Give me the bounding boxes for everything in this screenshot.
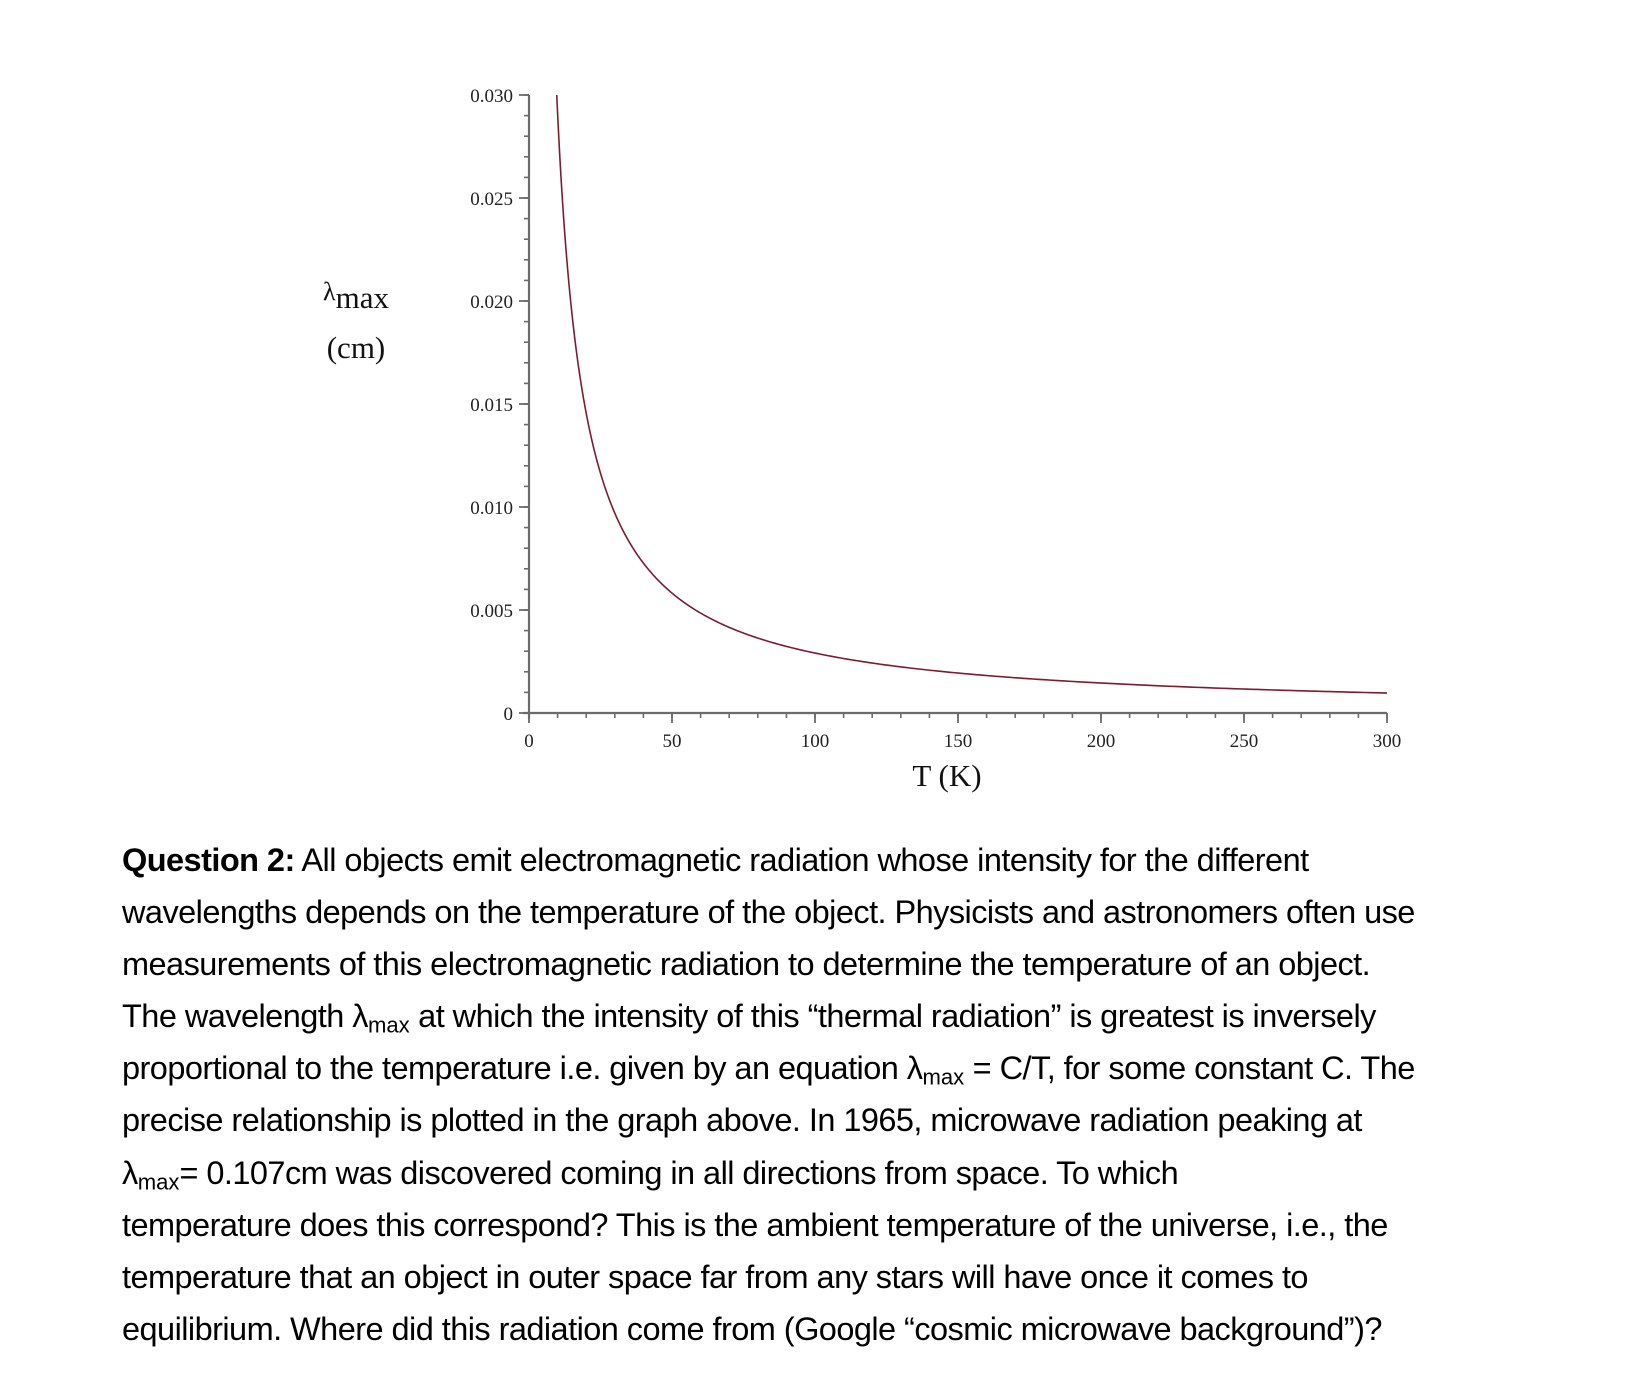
wavelength-vs-temperature-chart: 0 0.005 0.010 0.015 0.020 0.025 0.030 0 50 100 15… [470,86,1402,793]
text: The wavelength λ [122,998,368,1035]
x-tick-label: 150 [944,731,973,752]
x-tick-label: 0 [524,731,534,752]
lambda-subscript: max [335,280,389,315]
question-line-2: wavelengths depends on the temperature o… [122,894,1415,931]
y-axis: 0 0.005 0.010 0.015 0.020 0.025 0.030 [470,86,531,725]
question-line-10: equilibrium. Where did this radiation co… [122,1310,1382,1347]
y-tick-label: 0.005 [470,601,513,622]
y-tick-label: 0.030 [470,86,513,107]
question-paragraph: Question 2: All objects emit electromagn… [122,834,1632,1355]
data-curve [555,94,1388,694]
x-tick-label: 100 [801,731,830,752]
question-line-4: The wavelength λmax at which the intensi… [122,990,1632,1042]
x-tick-label: 50 [663,731,682,752]
y-tick-label: 0.025 [470,189,513,210]
question-line-5: proportional to the temperature i.e. giv… [122,1042,1632,1094]
question-line-1: Question 2: All objects emit electromagn… [122,834,1632,886]
question-line-8: temperature does this correspond? This i… [122,1206,1388,1243]
x-tick-label: 200 [1087,731,1116,752]
x-axis-title: T (K) [912,758,981,793]
question-line-6: precise relationship is plotted in the g… [122,1102,1362,1139]
subscript: max [367,1012,410,1038]
y-tick-label: 0.020 [470,292,513,313]
text: at which the intensity of this “thermal … [409,998,1376,1035]
x-tick-label: 250 [1230,731,1259,752]
y-tick-label: 0.010 [470,498,513,519]
y-axis-unit: (cm) [326,330,386,365]
lambda-symbol: λ [323,277,336,306]
y-axis-title: λmax (cm) [314,274,398,372]
question-line-3: measurements of this electromagnetic rad… [122,946,1371,983]
y-tick-label: 0 [504,704,514,725]
text: proportional to the temperature i.e. giv… [122,1050,923,1087]
y-tick-label: 0.015 [470,395,513,416]
text: = C/T, for some constant C. The [964,1050,1416,1087]
question-line-9: temperature that an object in outer spac… [122,1258,1309,1295]
question-label: Question 2: [122,842,295,878]
subscript: max [137,1169,180,1195]
text: = 0.107cm was discovered coming in all d… [179,1154,1179,1191]
x-axis: 0 50 100 150 200 250 300 [523,711,1402,752]
text: λ [122,1154,138,1191]
x-tick-label: 300 [1373,731,1402,752]
question-line-7: λmax= 0.107cm was discovered coming in a… [122,1147,1632,1199]
question-text: All objects emit electromagnetic radiati… [294,842,1309,878]
subscript: max [922,1064,965,1090]
